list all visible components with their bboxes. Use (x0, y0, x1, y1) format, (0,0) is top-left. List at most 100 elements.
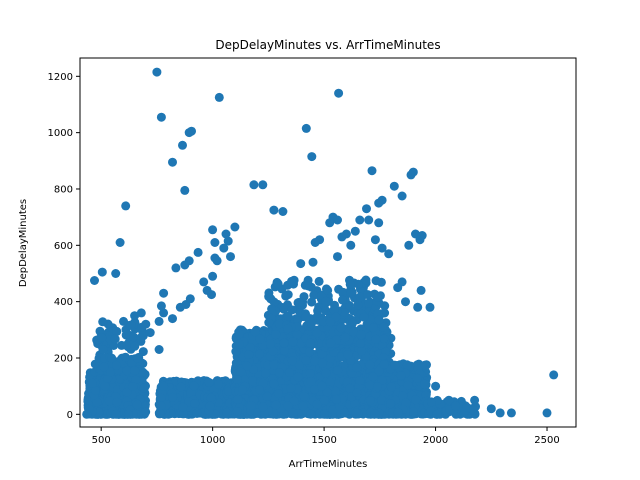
scatter-point (258, 402, 268, 412)
scatter-point (154, 316, 164, 326)
scatter-point (377, 375, 387, 385)
scatter-point (168, 157, 177, 167)
scatter-point (312, 328, 322, 338)
scatter-point (271, 400, 281, 410)
scatter-point (374, 198, 384, 208)
scatter-point (250, 327, 260, 337)
scatter-point (307, 152, 317, 162)
scatter-point (223, 236, 233, 246)
scatter-point (111, 409, 121, 419)
scatter-point (353, 300, 363, 310)
scatter-point (100, 381, 110, 391)
y-tick-label: 800 (54, 184, 73, 195)
scatter-point (269, 360, 279, 370)
scatter-point (294, 360, 304, 370)
scatter-point (292, 329, 302, 339)
scatter-point (352, 363, 362, 372)
scatter-point (374, 366, 384, 376)
scatter-point (367, 166, 377, 176)
scatter-point (370, 409, 380, 419)
scatter-point (98, 317, 108, 327)
scatter-point (370, 235, 380, 245)
scatter-point (122, 387, 132, 397)
scatter-point (249, 180, 259, 190)
scatter-point (141, 319, 151, 329)
scatter-point (377, 395, 387, 405)
scatter-point (401, 297, 410, 307)
scatter-point (313, 306, 323, 316)
scatter-point (379, 360, 389, 369)
scatter-point (258, 180, 268, 190)
scatter-point (155, 409, 165, 418)
scatter-point (87, 378, 97, 388)
scatter-point (321, 368, 331, 378)
scatter-point (368, 372, 378, 382)
scatter-point (351, 408, 361, 418)
scatter-point (121, 340, 131, 350)
scatter-point (404, 240, 414, 250)
scatter-point (288, 408, 298, 418)
scatter-point (310, 384, 319, 394)
scatter-point (306, 319, 316, 329)
scatter-point (234, 339, 244, 349)
scatter-point (261, 368, 270, 378)
scatter-point (248, 376, 258, 386)
scatter-point (264, 288, 274, 298)
scatter-point (175, 302, 185, 312)
scatter-point (132, 400, 142, 410)
scatter-point (268, 346, 278, 356)
scatter-point (431, 381, 441, 391)
scatter-point (139, 383, 149, 393)
scatter-point (432, 409, 442, 419)
scatter-point (145, 328, 155, 338)
scatter-point (190, 399, 200, 408)
scatter-point (390, 360, 400, 370)
scatter-point (323, 285, 333, 295)
scatter-point (92, 397, 102, 407)
scatter-point (333, 366, 343, 375)
scatter-point (340, 308, 349, 318)
scatter-point (425, 302, 435, 312)
scatter-point (232, 407, 242, 416)
scatter-point (82, 409, 92, 419)
scatter-point (283, 312, 293, 321)
scatter-point (97, 267, 107, 277)
scatter-point (325, 377, 335, 387)
scatter-point (409, 407, 418, 417)
scatter-point (417, 231, 427, 240)
scatter-point (371, 276, 381, 286)
scatter-point (340, 408, 350, 418)
scatter-point (333, 252, 342, 262)
scatter-point (366, 396, 375, 406)
scatter-point (265, 339, 275, 349)
scatter-point (234, 329, 244, 339)
scatter-point (379, 322, 389, 332)
scatter-point (207, 290, 216, 300)
scatter-point (314, 276, 324, 286)
scatter-point (289, 396, 299, 406)
scatter-point (317, 381, 327, 391)
scatter-point (379, 334, 389, 344)
scatter-point (301, 312, 311, 322)
scatter-point (307, 297, 317, 307)
scatter-point (136, 308, 146, 318)
scatter-point (212, 256, 222, 266)
scatter-point (231, 347, 241, 356)
scatter-point (98, 345, 108, 354)
scatter-point (420, 379, 429, 389)
scatter-point (359, 312, 369, 322)
scatter-point (340, 332, 350, 342)
scatter-point (356, 338, 365, 348)
y-axis-label: DepDelayMinutes (18, 199, 29, 287)
scatter-point (350, 226, 360, 236)
scatter-point (192, 408, 202, 418)
scatter-point (345, 383, 355, 393)
scatter-point (255, 334, 265, 344)
scatter-point (110, 334, 120, 344)
scatter-point (262, 392, 272, 401)
scatter-point (242, 361, 252, 371)
scatter-point (99, 362, 109, 372)
y-tick-label: 200 (54, 353, 73, 364)
scatter-point (345, 279, 355, 289)
